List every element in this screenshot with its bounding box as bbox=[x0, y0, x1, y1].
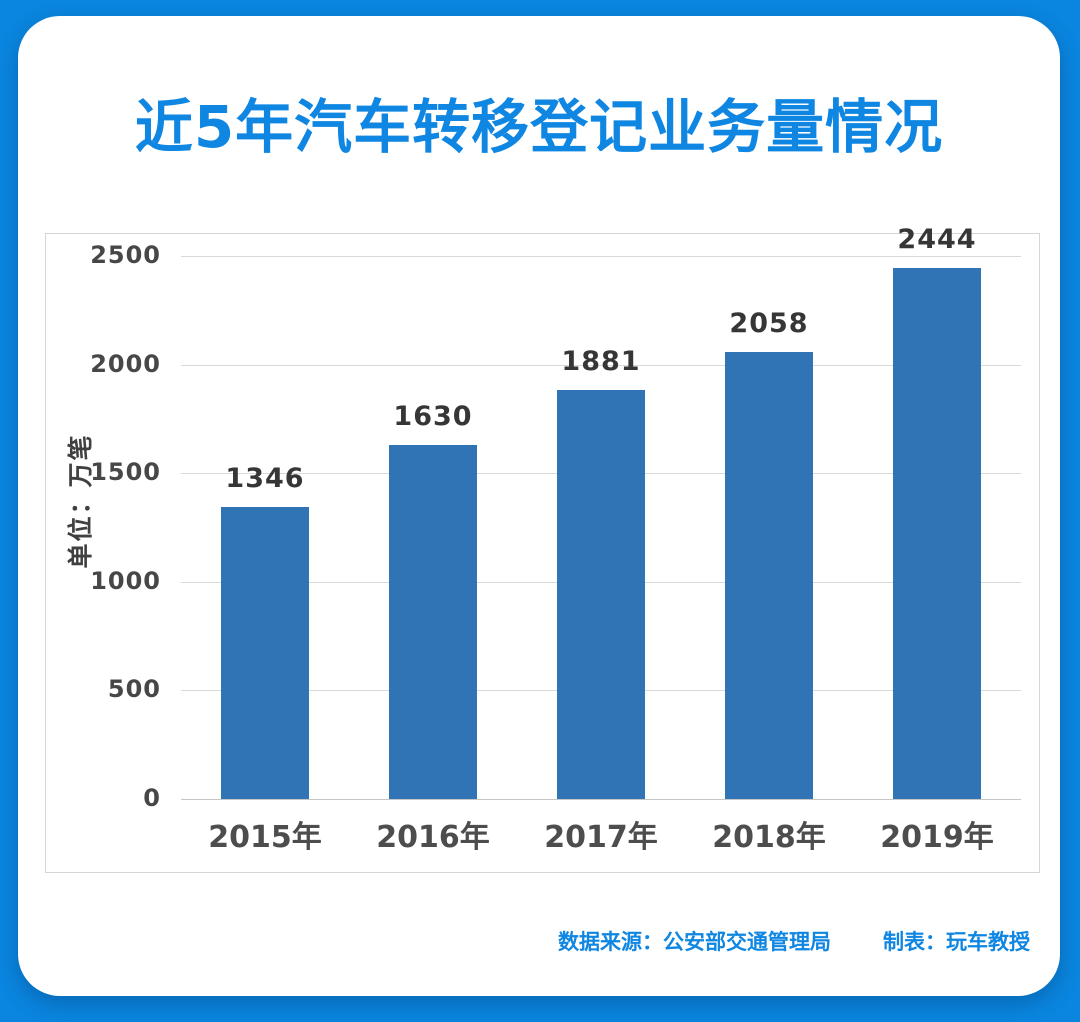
y-tick-label-0: 0 bbox=[143, 784, 161, 812]
chart-title: 近5年汽车转移登记业务量情况 bbox=[134, 93, 944, 161]
footer: 数据来源：公安部交通管理局 制表：玩车教授 bbox=[558, 926, 1030, 956]
bar-value-label-2018年: 2058 bbox=[729, 308, 809, 339]
y-axis-title: 单位：万笔 bbox=[66, 433, 95, 569]
content-card: 近5年汽车转移登记业务量情况 单位：万笔 0 500 1000 1500 2000 250… bbox=[18, 16, 1060, 996]
gridline-0 bbox=[181, 799, 1021, 800]
x-axis-label-2017年: 2017年 bbox=[544, 820, 658, 855]
bar-value-label-2019年: 2444 bbox=[897, 224, 977, 256]
bar-2016年 bbox=[389, 444, 477, 799]
bar-2019年 bbox=[893, 268, 981, 799]
gridline-2500 bbox=[181, 256, 1021, 257]
y-tick-label-1000: 1000 bbox=[90, 566, 161, 595]
gridline-2000 bbox=[181, 364, 1021, 366]
bar-2018年 bbox=[725, 352, 813, 799]
bar-value-label-2015年: 1346 bbox=[225, 462, 305, 494]
data-source-label: 数据来源：公安部交通管理局 bbox=[558, 930, 831, 954]
bar-value-label-2016年: 1630 bbox=[393, 400, 473, 432]
x-axis-label-2019年: 2019年 bbox=[880, 820, 994, 855]
y-tick-label-500: 500 bbox=[107, 675, 161, 704]
bar-value-label-2017年: 1881 bbox=[561, 346, 641, 378]
x-axis-label-2015年: 2015年 bbox=[208, 820, 322, 855]
y-tick-label-1500: 1500 bbox=[90, 458, 161, 487]
chart-panel: 单位：万笔 0 500 1000 1500 2000 2500 1346 2015年 1630 2… bbox=[45, 224, 1040, 873]
bar-2015年 bbox=[221, 506, 309, 799]
y-tick-label-2500: 2500 bbox=[90, 241, 161, 269]
y-tick-label-2000: 2000 bbox=[90, 349, 161, 378]
x-axis-label-2018年: 2018年 bbox=[712, 820, 826, 855]
bar-2017年 bbox=[557, 390, 645, 799]
x-axis-label-2016年: 2016年 bbox=[376, 820, 490, 855]
credit-label: 制表：玩车教授 bbox=[883, 930, 1030, 954]
